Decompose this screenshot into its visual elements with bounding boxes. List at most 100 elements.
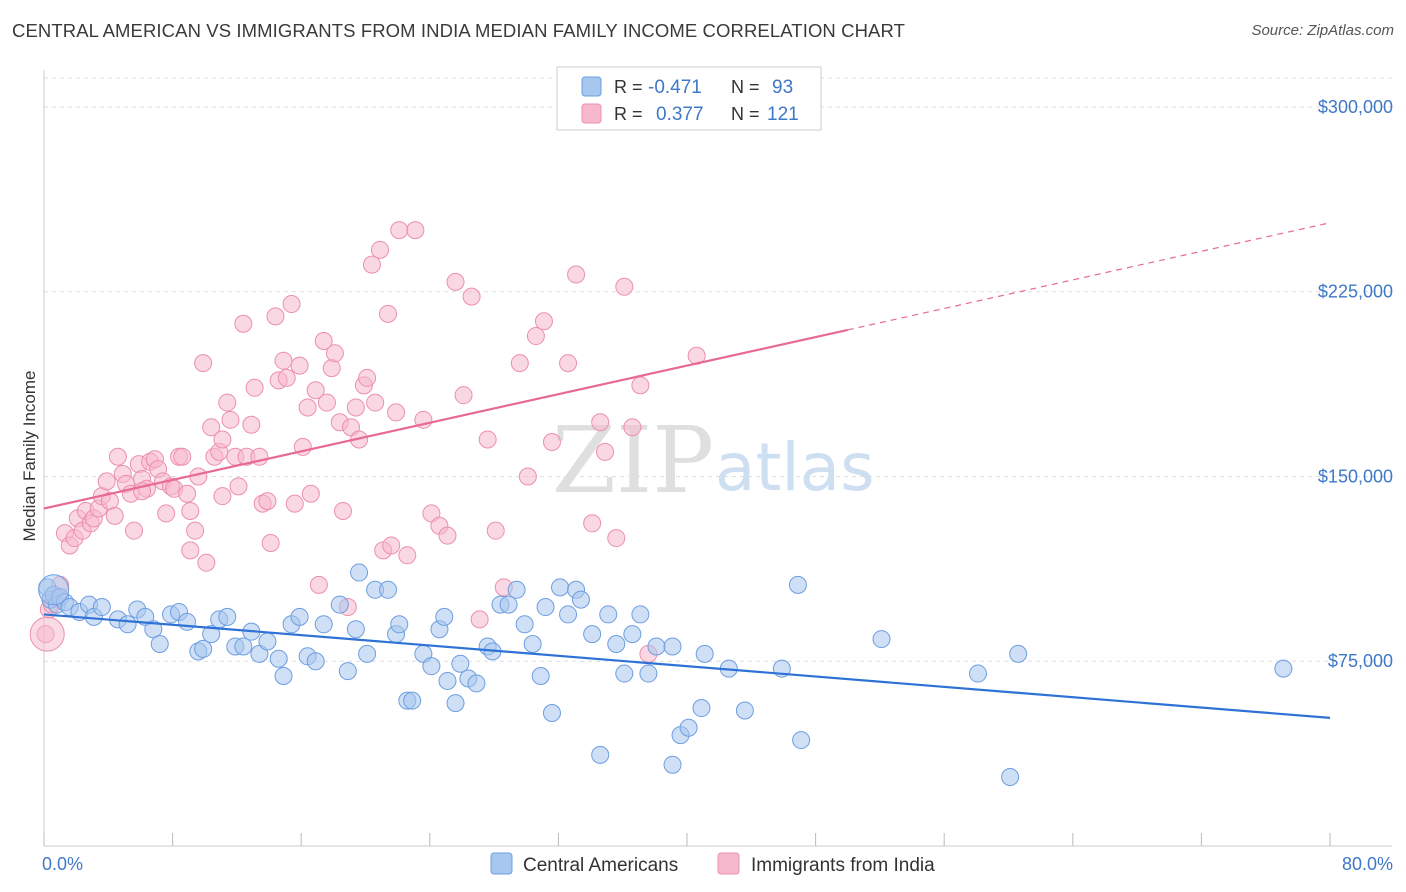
legend-r-value-blue: -0.471	[648, 77, 702, 98]
india-point	[194, 354, 213, 373]
central-american-point-large	[38, 574, 70, 606]
central-american-point	[559, 605, 578, 624]
central-american-point	[150, 634, 169, 653]
legend-r-value-pink: 0.377	[656, 104, 704, 125]
bottom-legend-swatch-pink	[717, 852, 740, 875]
central-american-point	[290, 607, 309, 626]
india-point	[510, 354, 529, 373]
central-american-point	[446, 694, 465, 713]
central-american-point	[314, 615, 333, 634]
india-point-large	[29, 616, 65, 652]
india-point	[358, 368, 377, 387]
central-american-point	[438, 671, 457, 690]
central-american-point	[647, 637, 666, 656]
central-american-point	[379, 580, 398, 599]
india-point	[486, 521, 505, 540]
legend-swatch-blue	[581, 76, 602, 97]
central-american-point	[872, 630, 891, 649]
india-point	[317, 393, 336, 412]
source-credit: Source: ZipAtlas.com	[1251, 22, 1394, 39]
india-point	[518, 467, 537, 486]
central-american-point	[202, 625, 221, 644]
legend-n-value-blue: 93	[772, 77, 793, 98]
india-point	[202, 418, 221, 437]
axes	[43, 70, 1392, 847]
india-point	[213, 430, 232, 449]
central-american-point	[623, 625, 642, 644]
central-american-point	[274, 667, 293, 686]
central-american-point	[92, 598, 111, 617]
india-point	[181, 501, 200, 520]
central-american-point	[403, 691, 422, 710]
central-american-trend-line	[43, 613, 1331, 719]
india-trend-line-extension	[847, 222, 1331, 331]
central-american-point	[306, 652, 325, 671]
india-point	[370, 240, 389, 259]
india-point	[242, 415, 261, 434]
central-american-point	[523, 634, 542, 653]
india-point	[186, 521, 205, 540]
india-point	[470, 610, 489, 629]
y-tick-label: $225,000	[1318, 282, 1393, 302]
india-point	[125, 521, 144, 540]
central-american-point	[692, 699, 711, 718]
india-point	[387, 403, 406, 422]
india-point	[478, 430, 497, 449]
watermark-atlas: atlas	[715, 429, 875, 506]
india-point	[534, 312, 553, 331]
india-point	[105, 506, 124, 525]
central-american-point	[583, 625, 602, 644]
bottom-legend-swatch-blue	[490, 852, 513, 875]
central-american-point	[735, 701, 754, 720]
grid-lines	[44, 77, 1392, 662]
central-american-point	[695, 644, 714, 663]
india-point	[266, 307, 285, 326]
india-point	[178, 484, 197, 503]
y-axis-label: Median Family Income	[20, 370, 39, 541]
central-american-point	[607, 634, 626, 653]
india-point	[218, 393, 237, 412]
central-american-point	[788, 575, 807, 594]
legend-n-label-blue: N =	[731, 77, 760, 97]
central-american-point	[218, 607, 237, 626]
central-american-points	[38, 563, 1293, 787]
india-point	[591, 413, 610, 432]
legend-n-label-pink: N =	[731, 104, 760, 124]
central-american-point	[390, 615, 409, 634]
india-point	[462, 287, 481, 306]
series-legend: Central Americans Immigrants from India	[490, 852, 935, 876]
central-american-point	[515, 615, 534, 634]
india-point	[542, 432, 561, 451]
central-american-point	[599, 605, 618, 624]
india-point	[290, 356, 309, 375]
india-point	[362, 255, 381, 274]
india-point	[306, 381, 325, 400]
y-tick-label: $75,000	[1328, 651, 1393, 671]
central-american-point	[542, 703, 561, 722]
india-point	[583, 514, 602, 533]
india-point	[314, 331, 333, 350]
central-american-point	[531, 667, 550, 686]
central-american-point	[639, 664, 658, 683]
central-american-point	[663, 637, 682, 656]
y-tick-label: $150,000	[1318, 466, 1393, 486]
india-point	[382, 536, 401, 555]
india-point	[346, 398, 365, 417]
central-american-point	[467, 674, 486, 693]
central-american-point	[330, 595, 349, 614]
central-american-point	[1001, 768, 1020, 787]
india-point	[438, 526, 457, 545]
central-american-point	[435, 607, 454, 626]
legend-n-value-pink: 121	[767, 104, 799, 125]
central-american-point	[118, 615, 137, 634]
india-point	[221, 410, 240, 429]
chart-title: CENTRAL AMERICAN VS IMMIGRANTS FROM INDI…	[12, 20, 906, 41]
central-american-point	[234, 637, 253, 656]
central-american-point	[792, 731, 811, 750]
central-american-point	[269, 649, 288, 668]
central-american-point	[1009, 644, 1028, 663]
india-point	[446, 272, 465, 291]
india-point	[285, 494, 304, 513]
india-point	[559, 354, 578, 373]
legend-r-label-pink: R =	[614, 104, 643, 124]
